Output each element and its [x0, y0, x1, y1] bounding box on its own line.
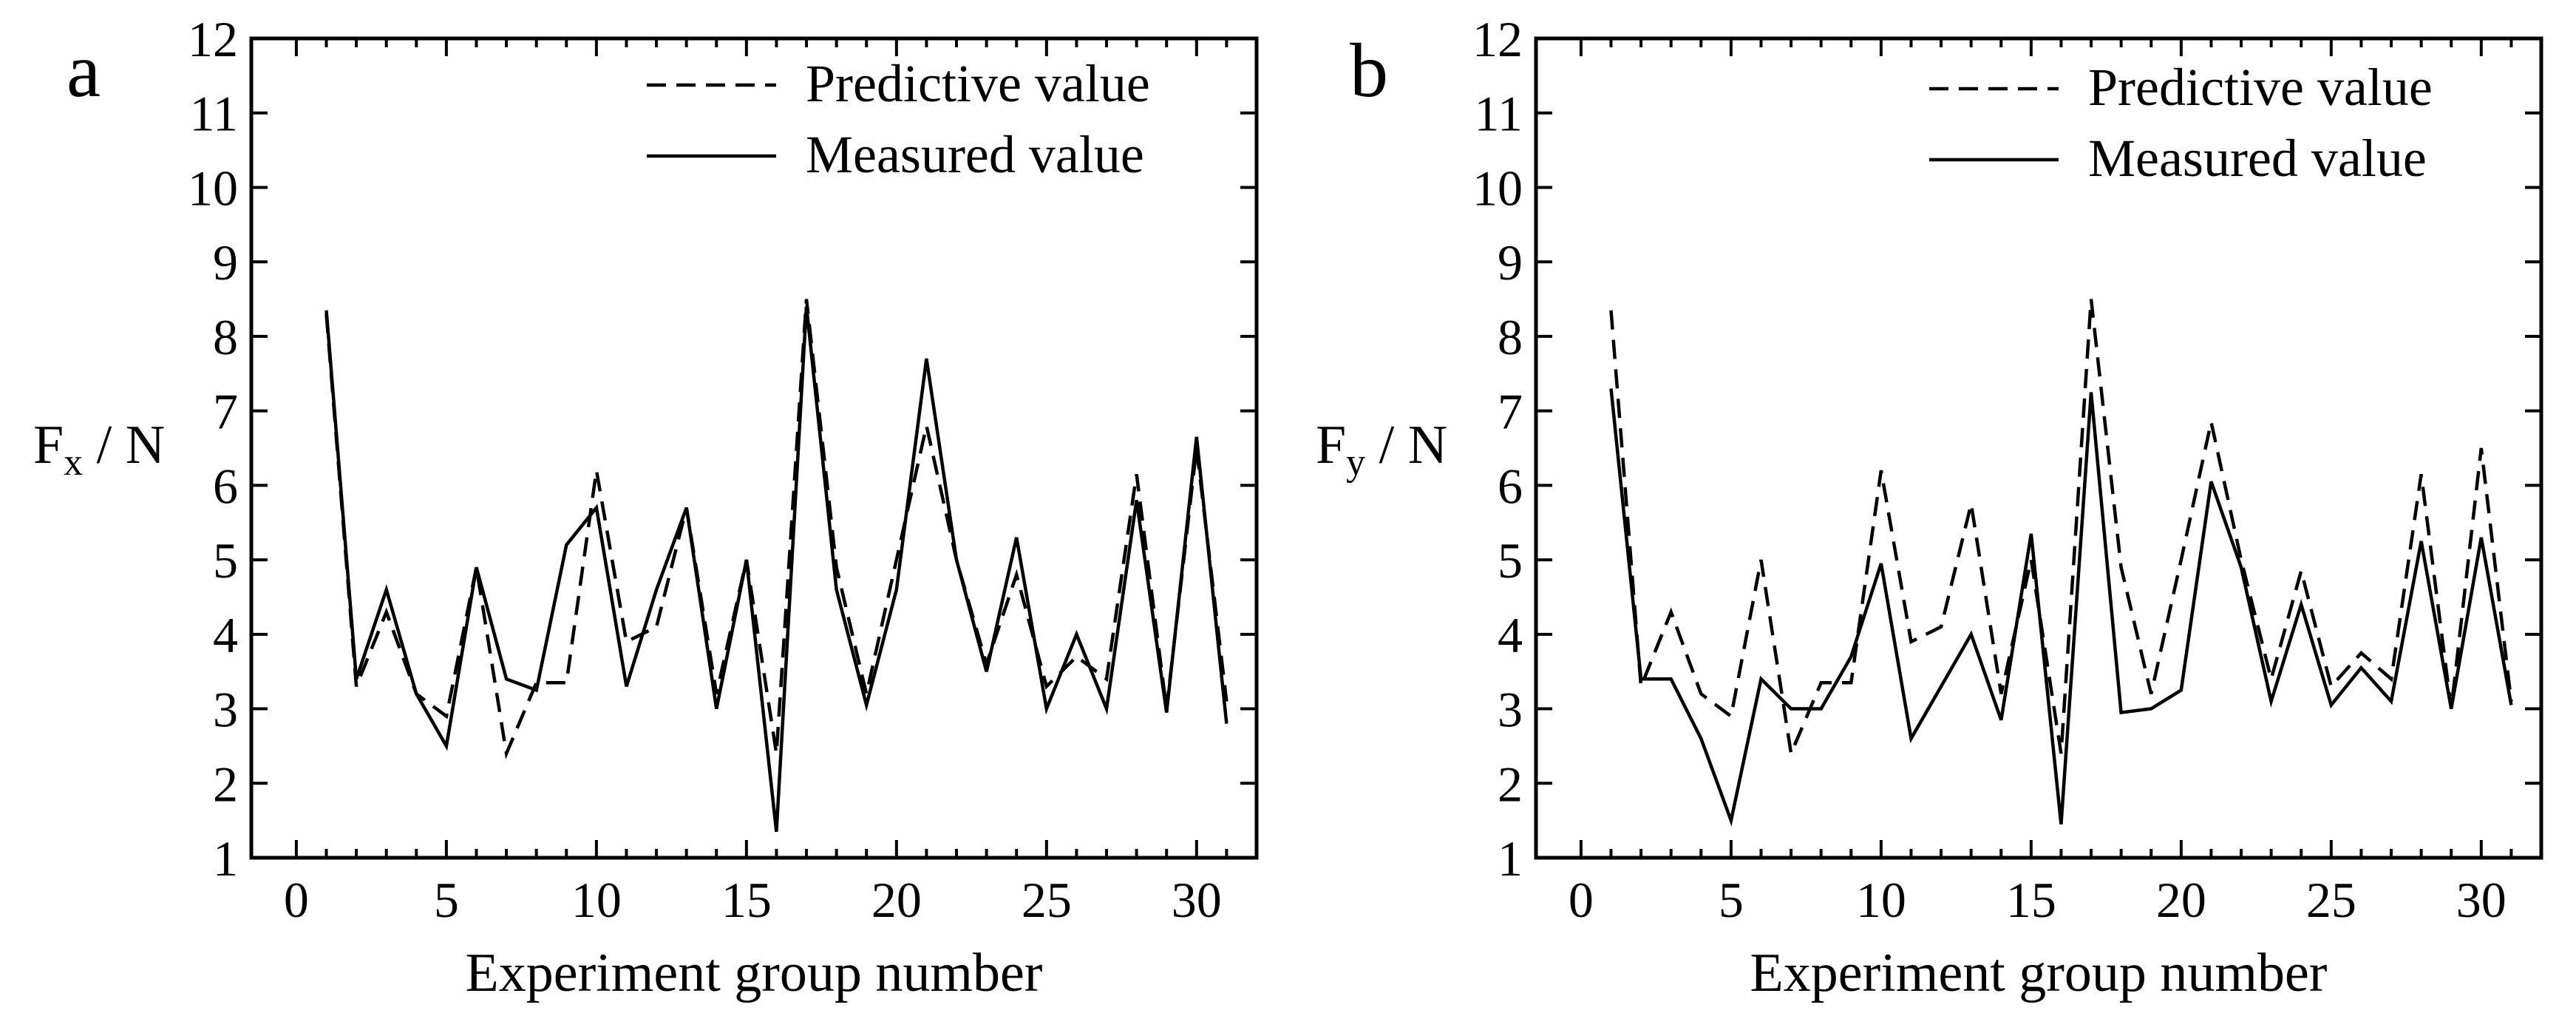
- panel-b-legend-label-predictive-value: Predictive value: [2088, 58, 2433, 117]
- panel-b-x-tick-label: 0: [1569, 872, 1594, 928]
- panel-b-plot-frame: [1534, 36, 2543, 860]
- panel-a-y-axis-title: Fx / N: [33, 415, 165, 484]
- panel-a-predictive-value-point: [774, 751, 778, 756]
- panel-b-y-tick-label: 3: [1498, 682, 1523, 738]
- panel-a-series-measured-value: [324, 306, 1228, 832]
- panel-a-y-tick-label: 6: [213, 458, 238, 514]
- panel-a-series-predictive-value: [324, 299, 1228, 760]
- panel-b-y-tick-label: 11: [1475, 86, 1523, 142]
- panel-a-y-tick-label: 8: [213, 309, 238, 365]
- panel-b-y-tick-label: 8: [1498, 309, 1523, 365]
- panel-a-predictive-value-point: [594, 468, 599, 473]
- panel-b-y-tick-label: 12: [1472, 11, 1523, 67]
- panel-a-plot-frame: [249, 36, 1259, 860]
- panel-b-y-tick-label: 5: [1498, 532, 1523, 589]
- panel-b-y-tick-label: 6: [1498, 458, 1523, 514]
- panel-a-y-tick-label: 7: [213, 384, 238, 440]
- panel-a-predictive-value-point: [624, 640, 628, 644]
- panel-b-x-tick-label: 30: [2456, 872, 2507, 928]
- panel-a-predictive-value-point: [1074, 654, 1078, 659]
- panel-b-panel-letter: b: [1350, 28, 1388, 113]
- panel-b-x-tick-label: 5: [1719, 872, 1744, 928]
- panel-a-x-tick-label: 5: [434, 872, 459, 928]
- panel-b-predictive-value-point: [2269, 677, 2274, 681]
- panel-a-x-tick-label: 0: [284, 872, 309, 928]
- panel-a-y-tick-label: 12: [188, 11, 238, 67]
- panel-a-x-tick-label: 20: [871, 872, 922, 928]
- panel-a-x-tick-label: 15: [721, 872, 772, 928]
- panel-a-y-tick-label: 5: [213, 532, 238, 589]
- panel-b-x-tick-label: 10: [1856, 872, 1906, 928]
- panel-a-y-tick-label: 9: [213, 234, 238, 291]
- panel-a-panel-letter: a: [67, 28, 101, 113]
- panel-b-y-axis-title: Fy / N: [1316, 415, 1447, 484]
- panel-a-y-tick-label: 10: [188, 160, 238, 216]
- panel-b-x-tick-label: 20: [2156, 872, 2206, 928]
- panel-b-x-tick-label: 25: [2306, 872, 2356, 928]
- panel-b-y-tick-label: 7: [1498, 384, 1523, 440]
- panel-a-x-tick-label: 25: [1022, 872, 1072, 928]
- panel-b-legend-label-measured-value: Measured value: [2088, 129, 2427, 188]
- panel-a-y-tick-label: 3: [213, 682, 238, 738]
- panel-a-x-axis-title: Experiment group number: [466, 943, 1043, 1003]
- panel-a-legend-label-predictive-value: Predictive value: [806, 54, 1150, 113]
- panel-b-y-tick-label: 10: [1472, 160, 1523, 216]
- panel-a-y-tick-label: 1: [213, 830, 238, 887]
- panel-b-x-tick-label: 15: [2006, 872, 2056, 928]
- panel-b-y-tick-label: 9: [1498, 234, 1523, 291]
- panel-b-x-axis-title: Experiment group number: [1750, 943, 2328, 1003]
- panel-a-x-tick-label: 10: [571, 872, 622, 928]
- panel-a-y-tick-label: 11: [190, 86, 238, 142]
- panel-b-series-measured-value: [1609, 388, 2513, 827]
- panel-a-legend-label-measured-value: Measured value: [806, 125, 1144, 184]
- panel-b-series-predictive-value: [1609, 299, 2513, 760]
- panel-a-x-tick-label: 30: [1172, 872, 1222, 928]
- panel-a-y-tick-label: 4: [213, 607, 238, 663]
- panel-b-y-tick-label: 1: [1498, 830, 1523, 887]
- panel-b-predictive-value-point: [1639, 684, 1643, 688]
- panel-b-y-tick-label: 2: [1498, 756, 1523, 812]
- panel-a-y-tick-label: 2: [213, 756, 238, 812]
- panel-b-y-tick-label: 4: [1498, 607, 1523, 663]
- panel-b-predictive-value-point: [1969, 502, 1974, 507]
